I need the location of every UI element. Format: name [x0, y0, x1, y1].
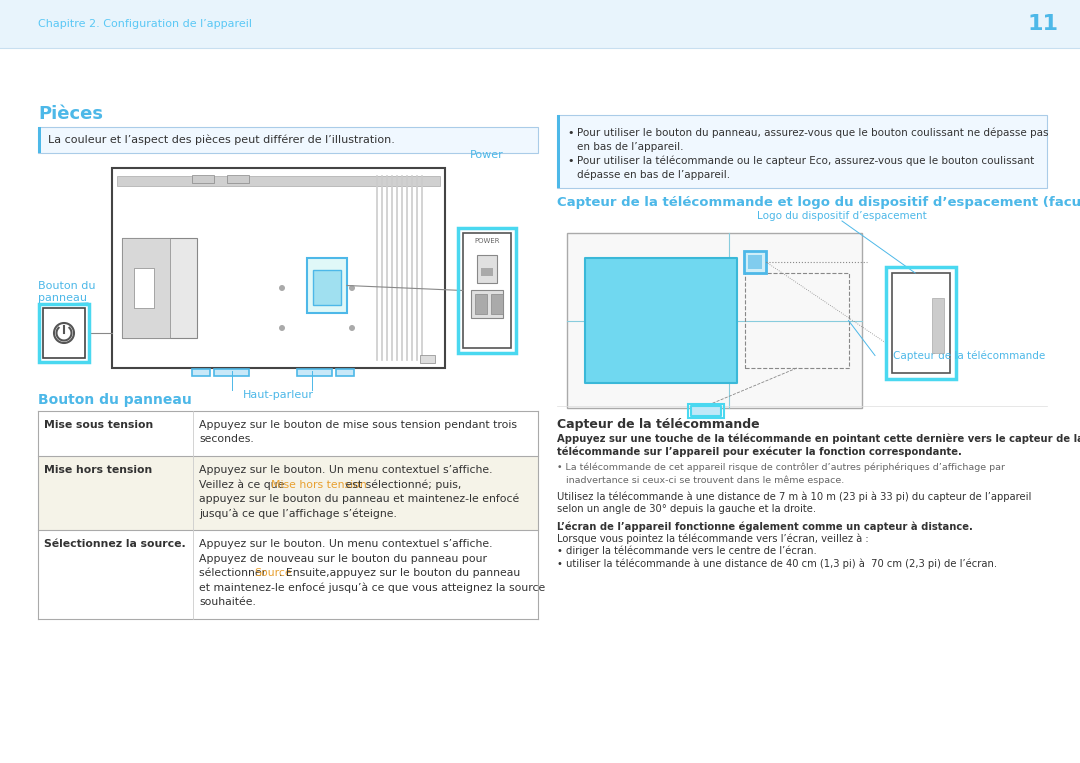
Text: Pour utiliser le bouton du panneau, assurez-vous que le bouton coulissant ne dép: Pour utiliser le bouton du panneau, assu… [577, 128, 1049, 139]
Text: Appuyez sur une touche de la télécommande en pointant cette dernière vers le cap: Appuyez sur une touche de la télécommand… [557, 434, 1080, 445]
Bar [214, 369, 249, 376]
Text: Mise sous tension: Mise sous tension [44, 420, 153, 430]
Bar [481, 268, 492, 276]
Circle shape [279, 285, 285, 291]
Text: inadvertance si ceux-ci se trouvent dans le même espace.: inadvertance si ceux-ci se trouvent dans… [557, 475, 845, 485]
Text: secondes.: secondes. [199, 434, 254, 445]
Text: selon un angle de 30° depuis la gauche et la droite.: selon un angle de 30° depuis la gauche e… [557, 504, 816, 514]
Text: panneau: panneau [38, 293, 87, 303]
Bar [38, 530, 538, 619]
Text: Chapitre 2. Configuration de l’appareil: Chapitre 2. Configuration de l’appareil [38, 19, 252, 29]
Bar [491, 294, 503, 314]
Bar [557, 115, 561, 188]
Bar [227, 175, 249, 183]
Bar [122, 238, 170, 338]
Text: Mise hors tension: Mise hors tension [271, 479, 366, 490]
Text: Appuyez sur le bouton. Un menu contextuel s’affiche.: Appuyez sur le bouton. Un menu contextue… [199, 465, 492, 475]
Text: jusqu’à ce que l’affichage s’éteigne.: jusqu’à ce que l’affichage s’éteigne. [199, 508, 396, 519]
Bar [475, 294, 487, 314]
Text: Utilisez la télécommande à une distance de 7 m à 10 m (23 pi à 33 pi) du capteur: Utilisez la télécommande à une distance … [557, 492, 1031, 503]
Bar [585, 258, 738, 383]
Text: • diriger la télécommande vers le centre de l’écran.: • diriger la télécommande vers le centre… [557, 546, 816, 556]
Text: Logo du dispositif d’espacement: Logo du dispositif d’espacement [757, 211, 927, 221]
Text: •: • [567, 156, 573, 166]
Bar [458, 228, 516, 353]
Text: télécommande sur l’appareil pour exécuter la fonction correspondante.: télécommande sur l’appareil pour exécute… [557, 446, 962, 457]
Text: Capteur de la télécommande et logo du dispositif d’espacement (facultatif): Capteur de la télécommande et logo du di… [557, 196, 1080, 209]
Bar [557, 115, 1047, 188]
Bar [420, 355, 435, 363]
Bar [38, 456, 538, 530]
Text: et maintenez-le enfocé jusqu’à ce que vous atteignez la source: et maintenez-le enfocé jusqu’à ce que vo… [199, 582, 545, 593]
Bar [297, 369, 332, 376]
Bar [691, 406, 721, 416]
Bar [567, 233, 862, 408]
Circle shape [54, 323, 75, 343]
Text: Veillez à ce que: Veillez à ce que [199, 479, 288, 490]
Text: Pour utiliser la télécommande ou le capteur Eco, assurez-vous que le bouton coul: Pour utiliser la télécommande ou le capt… [577, 156, 1035, 166]
Text: Appuyez de nouveau sur le bouton du panneau pour: Appuyez de nouveau sur le bouton du pann… [199, 553, 487, 564]
Circle shape [349, 325, 355, 331]
Bar [38, 127, 41, 153]
Text: Capteur de la télécommande: Capteur de la télécommande [893, 350, 1045, 361]
Text: sélectionner: sélectionner [199, 568, 270, 578]
Text: Sélectionnez la source.: Sélectionnez la source. [44, 539, 186, 549]
Text: POWER: POWER [474, 238, 500, 244]
Bar [336, 369, 354, 376]
Bar [43, 308, 85, 358]
Text: est sélectionné; puis,: est sélectionné; puis, [342, 479, 461, 490]
Text: 11: 11 [1027, 14, 1058, 34]
Bar [192, 175, 214, 183]
Text: Haut-parleur: Haut-parleur [243, 390, 313, 400]
Bar [688, 404, 724, 418]
Bar [932, 298, 944, 353]
Bar [38, 411, 538, 456]
Text: • La télécommande de cet appareil risque de contrôler d’autres périphériques d’a: • La télécommande de cet appareil risque… [557, 463, 1005, 472]
Text: • utiliser la télécommande à une distance de 40 cm (1,3 pi) à  70 cm (2,3 pi) de: • utiliser la télécommande à une distanc… [557, 559, 997, 569]
Text: Capteur de la télécommande: Capteur de la télécommande [557, 418, 759, 431]
Text: dépasse en bas de l’appareil.: dépasse en bas de l’appareil. [577, 170, 730, 181]
Text: Appuyez sur le bouton de mise sous tension pendant trois: Appuyez sur le bouton de mise sous tensi… [199, 420, 517, 430]
Bar [134, 268, 154, 308]
Bar [744, 251, 766, 273]
Bar [886, 267, 956, 379]
Bar [892, 273, 950, 373]
Text: •: • [567, 128, 573, 138]
Text: appuyez sur le bouton du panneau et maintenez-le enfocé: appuyez sur le bouton du panneau et main… [199, 494, 519, 504]
Text: L’écran de l’appareil fonctionne également comme un capteur à distance.: L’écran de l’appareil fonctionne égaleme… [557, 521, 973, 532]
Text: Source: Source [254, 568, 292, 578]
Bar [307, 258, 347, 313]
Text: La couleur et l’aspect des pièces peut différer de l’illustration.: La couleur et l’aspect des pièces peut d… [48, 135, 395, 145]
Text: Bouton du panneau: Bouton du panneau [38, 393, 192, 407]
Circle shape [349, 285, 355, 291]
Bar [38, 127, 538, 153]
Bar [112, 168, 445, 368]
Bar [192, 369, 210, 376]
Bar [471, 290, 503, 318]
Text: Power: Power [470, 150, 504, 160]
Text: Pièces: Pièces [38, 105, 103, 123]
Text: . Ensuite,appuyez sur le bouton du panneau: . Ensuite,appuyez sur le bouton du panne… [279, 568, 521, 578]
Bar [0, 0, 1080, 48]
Text: en bas de l’appareil.: en bas de l’appareil. [577, 142, 684, 152]
Bar [745, 273, 849, 368]
Text: Appuyez sur le bouton. Un menu contextuel s’affiche.: Appuyez sur le bouton. Un menu contextue… [199, 539, 492, 549]
Bar [748, 255, 762, 269]
Bar [463, 233, 511, 348]
Bar [477, 255, 497, 283]
Text: Mise hors tension: Mise hors tension [44, 465, 152, 475]
Bar [117, 176, 440, 186]
Text: souhaitée.: souhaitée. [199, 597, 256, 607]
Text: Lorsque vous pointez la télécommande vers l’écran, veillez à :: Lorsque vous pointez la télécommande ver… [557, 533, 868, 544]
Bar [122, 238, 197, 338]
Text: Bouton du: Bouton du [38, 281, 95, 291]
Bar [313, 270, 341, 305]
Bar [39, 304, 89, 362]
Circle shape [279, 325, 285, 331]
